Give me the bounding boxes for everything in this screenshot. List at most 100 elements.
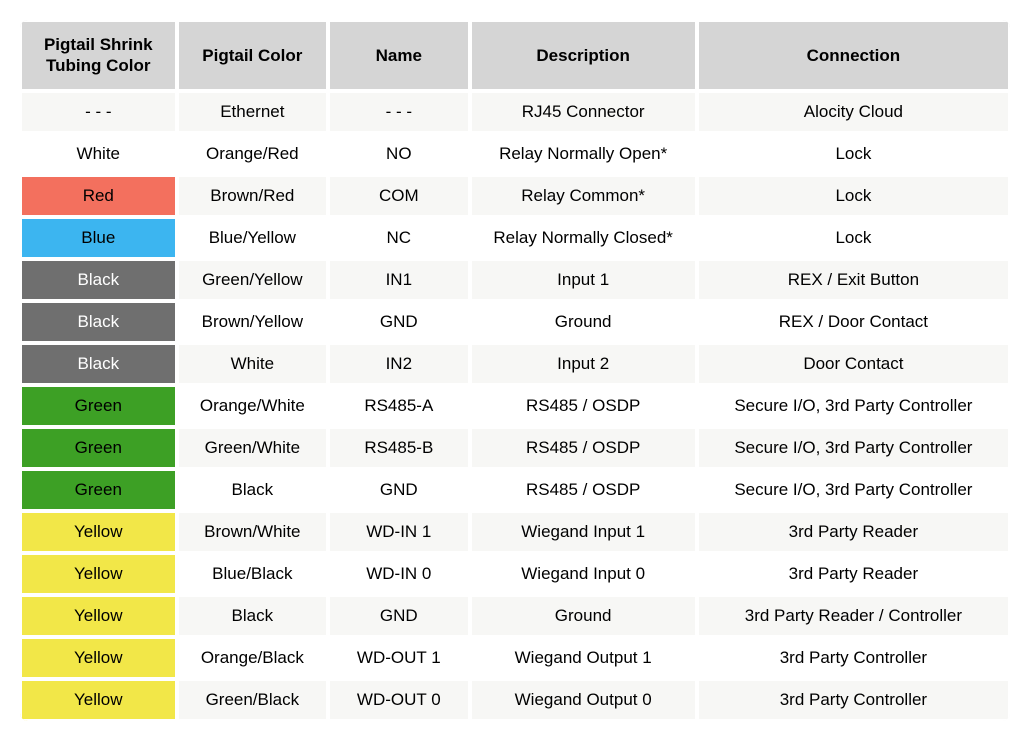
pigtail-color-cell: Orange/Red [177,133,329,175]
table-body: - - -Ethernet- - -RJ45 ConnectorAlocity … [20,91,1010,721]
name-cell: IN2 [328,343,469,385]
connection-cell: Secure I/O, 3rd Party Controller [697,469,1010,511]
table-row: BlackGreen/YellowIN1Input 1REX / Exit Bu… [20,259,1010,301]
table-header-row: Pigtail Shrink Tubing ColorPigtail Color… [20,20,1010,91]
description-cell: Relay Common* [470,175,697,217]
table-row: BlueBlue/YellowNCRelay Normally Closed*L… [20,217,1010,259]
name-cell: WD-OUT 0 [328,679,469,721]
connection-cell: 3rd Party Controller [697,637,1010,679]
table-row: BlackBrown/YellowGNDGroundREX / Door Con… [20,301,1010,343]
table-row: YellowOrange/BlackWD-OUT 1Wiegand Output… [20,637,1010,679]
name-cell: WD-IN 1 [328,511,469,553]
tubing-color-cell: Yellow [20,679,177,721]
tubing-color-cell: Yellow [20,595,177,637]
name-cell: RS485-B [328,427,469,469]
connection-cell: Secure I/O, 3rd Party Controller [697,385,1010,427]
connection-cell: REX / Door Contact [697,301,1010,343]
table-row: YellowBlackGNDGround3rd Party Reader / C… [20,595,1010,637]
tubing-color-cell: Green [20,427,177,469]
table-row: YellowGreen/BlackWD-OUT 0Wiegand Output … [20,679,1010,721]
connection-cell: Lock [697,175,1010,217]
name-cell: RS485-A [328,385,469,427]
description-cell: Relay Normally Open* [470,133,697,175]
description-cell: Input 2 [470,343,697,385]
name-cell: COM [328,175,469,217]
connection-cell: 3rd Party Reader / Controller [697,595,1010,637]
pigtail-color-cell: Brown/Yellow [177,301,329,343]
table-row: BlackWhiteIN2Input 2Door Contact [20,343,1010,385]
column-header: Pigtail Shrink Tubing Color [20,20,177,91]
column-header: Connection [697,20,1010,91]
description-cell: Ground [470,595,697,637]
pigtail-color-cell: Green/Yellow [177,259,329,301]
tubing-color-cell: Green [20,469,177,511]
pigtail-color-cell: Brown/White [177,511,329,553]
pigtail-color-cell: Brown/Red [177,175,329,217]
description-cell: Input 1 [470,259,697,301]
pigtail-color-cell: Green/White [177,427,329,469]
tubing-color-cell: Yellow [20,511,177,553]
tubing-color-cell: Red [20,175,177,217]
name-cell: WD-IN 0 [328,553,469,595]
description-cell: Wiegand Output 0 [470,679,697,721]
description-cell: RJ45 Connector [470,91,697,133]
pigtail-color-cell: Orange/White [177,385,329,427]
connection-cell: Alocity Cloud [697,91,1010,133]
description-cell: Wiegand Input 0 [470,553,697,595]
tubing-color-cell: Yellow [20,553,177,595]
name-cell: NO [328,133,469,175]
connection-cell: REX / Exit Button [697,259,1010,301]
name-cell: GND [328,469,469,511]
description-cell: Wiegand Output 1 [470,637,697,679]
connection-cell: Door Contact [697,343,1010,385]
pigtail-wiring-table-container: Pigtail Shrink Tubing ColorPigtail Color… [20,20,1010,721]
pigtail-color-cell: Orange/Black [177,637,329,679]
connection-cell: Secure I/O, 3rd Party Controller [697,427,1010,469]
pigtail-color-cell: Ethernet [177,91,329,133]
tubing-color-cell: Yellow [20,637,177,679]
description-cell: Wiegand Input 1 [470,511,697,553]
name-cell: WD-OUT 1 [328,637,469,679]
table-row: GreenOrange/WhiteRS485-ARS485 / OSDPSecu… [20,385,1010,427]
name-cell: GND [328,301,469,343]
tubing-color-cell: Blue [20,217,177,259]
tubing-color-cell: White [20,133,177,175]
pigtail-wiring-table: Pigtail Shrink Tubing ColorPigtail Color… [20,20,1010,721]
tubing-color-cell: Black [20,301,177,343]
description-cell: RS485 / OSDP [470,427,697,469]
tubing-color-cell: - - - [20,91,177,133]
name-cell: IN1 [328,259,469,301]
table-row: - - -Ethernet- - -RJ45 ConnectorAlocity … [20,91,1010,133]
table-row: GreenBlackGNDRS485 / OSDPSecure I/O, 3rd… [20,469,1010,511]
description-cell: RS485 / OSDP [470,385,697,427]
table-row: YellowBrown/WhiteWD-IN 1Wiegand Input 13… [20,511,1010,553]
table-row: RedBrown/RedCOMRelay Common*Lock [20,175,1010,217]
connection-cell: Lock [697,133,1010,175]
connection-cell: Lock [697,217,1010,259]
description-cell: RS485 / OSDP [470,469,697,511]
connection-cell: 3rd Party Reader [697,553,1010,595]
description-cell: Ground [470,301,697,343]
pigtail-color-cell: White [177,343,329,385]
column-header: Name [328,20,469,91]
connection-cell: 3rd Party Controller [697,679,1010,721]
name-cell: NC [328,217,469,259]
tubing-color-cell: Green [20,385,177,427]
tubing-color-cell: Black [20,259,177,301]
column-header: Pigtail Color [177,20,329,91]
pigtail-color-cell: Black [177,469,329,511]
table-row: GreenGreen/WhiteRS485-BRS485 / OSDPSecur… [20,427,1010,469]
table-row: WhiteOrange/RedNORelay Normally Open*Loc… [20,133,1010,175]
tubing-color-cell: Black [20,343,177,385]
pigtail-color-cell: Green/Black [177,679,329,721]
name-cell: GND [328,595,469,637]
pigtail-color-cell: Black [177,595,329,637]
pigtail-color-cell: Blue/Black [177,553,329,595]
name-cell: - - - [328,91,469,133]
table-header: Pigtail Shrink Tubing ColorPigtail Color… [20,20,1010,91]
column-header: Description [470,20,697,91]
connection-cell: 3rd Party Reader [697,511,1010,553]
pigtail-color-cell: Blue/Yellow [177,217,329,259]
table-row: YellowBlue/BlackWD-IN 0Wiegand Input 03r… [20,553,1010,595]
description-cell: Relay Normally Closed* [470,217,697,259]
